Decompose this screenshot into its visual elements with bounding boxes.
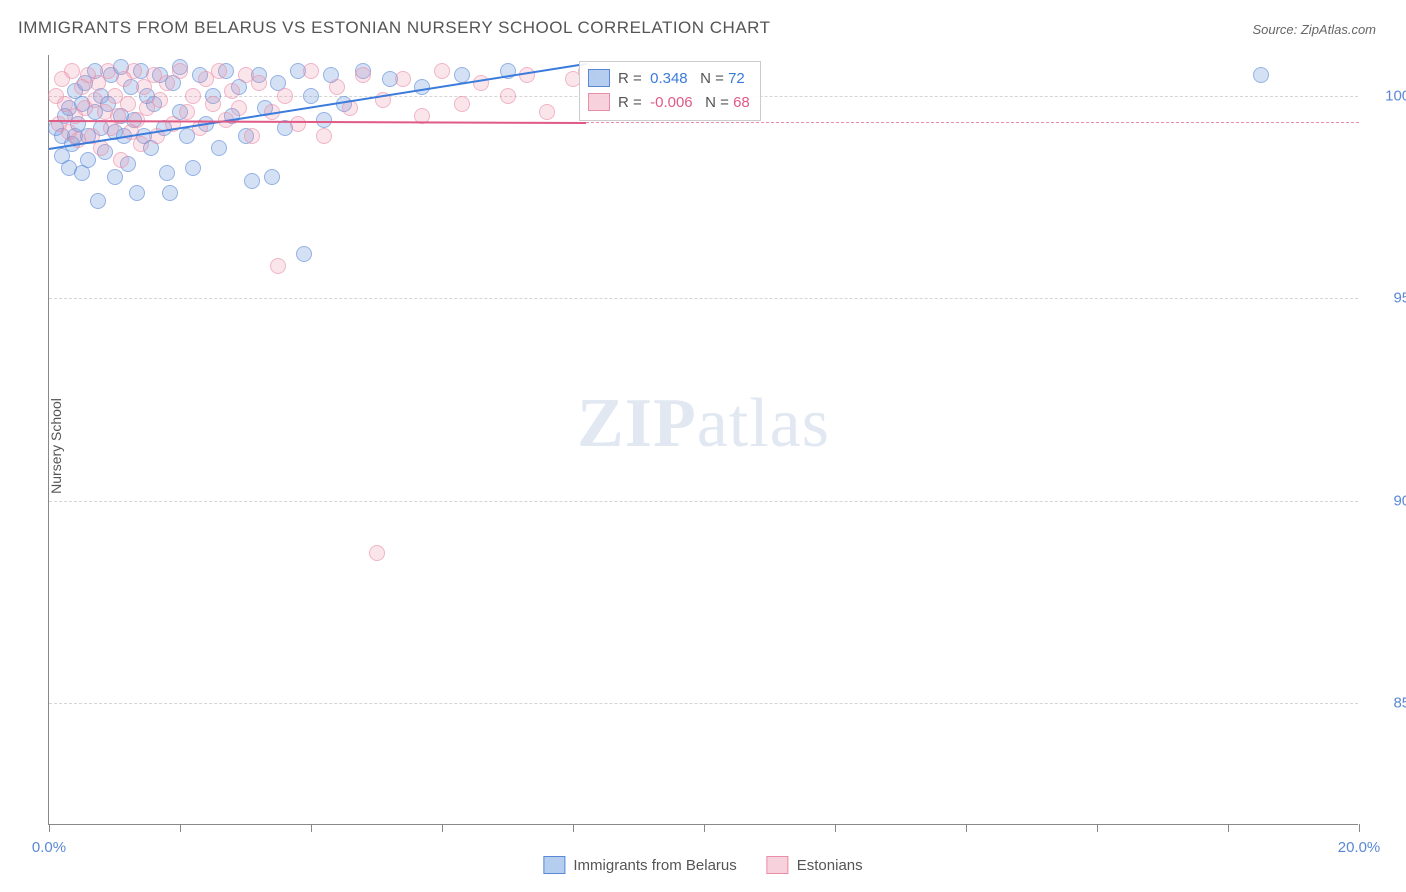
data-point (100, 63, 116, 79)
legend-item: Immigrants from Belarus (543, 856, 736, 874)
stats-text: R = 0.348 N = 72 (618, 70, 745, 87)
data-point (172, 63, 188, 79)
data-point (133, 136, 149, 152)
data-point (162, 185, 178, 201)
data-point (296, 246, 312, 262)
data-point (211, 140, 227, 156)
data-point (1253, 67, 1269, 83)
data-point (224, 83, 240, 99)
data-point (159, 75, 175, 91)
data-point (500, 88, 516, 104)
data-point (80, 152, 96, 168)
data-point (205, 96, 221, 112)
data-point (539, 104, 555, 120)
data-point (251, 75, 267, 91)
legend-label: Immigrants from Belarus (573, 857, 736, 874)
bottom-legend: Immigrants from Belarus Estonians (543, 856, 862, 874)
data-point (113, 152, 129, 168)
data-point (355, 67, 371, 83)
x-tick (1359, 824, 1360, 832)
data-point (519, 67, 535, 83)
watermark-atlas: atlas (697, 385, 830, 462)
data-point (244, 173, 260, 189)
chart-title: IMMIGRANTS FROM BELARUS VS ESTONIAN NURS… (18, 18, 771, 38)
data-point (369, 545, 385, 561)
gridline (49, 501, 1358, 502)
data-point (129, 185, 145, 201)
data-point (211, 63, 227, 79)
data-point (107, 169, 123, 185)
gridline (49, 703, 1358, 704)
x-tick (311, 824, 312, 832)
x-tick (573, 824, 574, 832)
stats-legend-row: R = -0.006 N = 68 (588, 90, 750, 114)
data-point (434, 63, 450, 79)
x-tick (442, 824, 443, 832)
data-point (120, 96, 136, 112)
y-tick-label: 90.0% (1366, 492, 1406, 509)
data-point (454, 96, 470, 112)
trend-dashed-pink (586, 122, 1359, 123)
stats-text: R = -0.006 N = 68 (618, 94, 750, 111)
y-tick-label: 85.0% (1366, 695, 1406, 712)
data-point (264, 169, 280, 185)
data-point (395, 71, 411, 87)
x-tick (1228, 824, 1229, 832)
data-point (303, 88, 319, 104)
plot-area: ZIPatlas 100.0%95.0%90.0%85.0%0.0%20.0%R… (48, 55, 1358, 825)
x-tick-label: 0.0% (32, 839, 66, 856)
x-tick (180, 824, 181, 832)
data-point (316, 128, 332, 144)
y-tick-label: 95.0% (1366, 290, 1406, 307)
data-point (90, 193, 106, 209)
data-point (185, 160, 201, 176)
stats-legend-row: R = 0.348 N = 72 (588, 66, 750, 90)
chart-container: IMMIGRANTS FROM BELARUS VS ESTONIAN NURS… (0, 0, 1406, 892)
x-tick (966, 824, 967, 832)
legend-swatch (588, 69, 610, 87)
data-point (179, 104, 195, 120)
gridline (49, 298, 1358, 299)
data-point (290, 116, 306, 132)
x-tick (835, 824, 836, 832)
data-point (277, 88, 293, 104)
data-point (270, 258, 286, 274)
data-point (303, 63, 319, 79)
x-tick (704, 824, 705, 832)
stats-legend: R = 0.348 N = 72 R = -0.006 N = 68 (579, 61, 761, 121)
data-point (152, 92, 168, 108)
y-tick-label: 100.0% (1366, 87, 1406, 104)
data-point (185, 88, 201, 104)
data-point (159, 165, 175, 181)
x-tick (1097, 824, 1098, 832)
data-point (126, 63, 142, 79)
legend-label: Estonians (797, 857, 863, 874)
data-point (316, 112, 332, 128)
data-point (64, 63, 80, 79)
watermark: ZIPatlas (577, 384, 830, 464)
legend-swatch (767, 856, 789, 874)
legend-item: Estonians (767, 856, 863, 874)
x-tick (49, 824, 50, 832)
x-tick-label: 20.0% (1338, 839, 1381, 856)
watermark-zip: ZIP (577, 385, 697, 462)
data-point (244, 128, 260, 144)
data-point (231, 100, 247, 116)
legend-swatch (543, 856, 565, 874)
data-point (329, 79, 345, 95)
legend-swatch (588, 93, 610, 111)
source-attribution: Source: ZipAtlas.com (1252, 22, 1376, 37)
